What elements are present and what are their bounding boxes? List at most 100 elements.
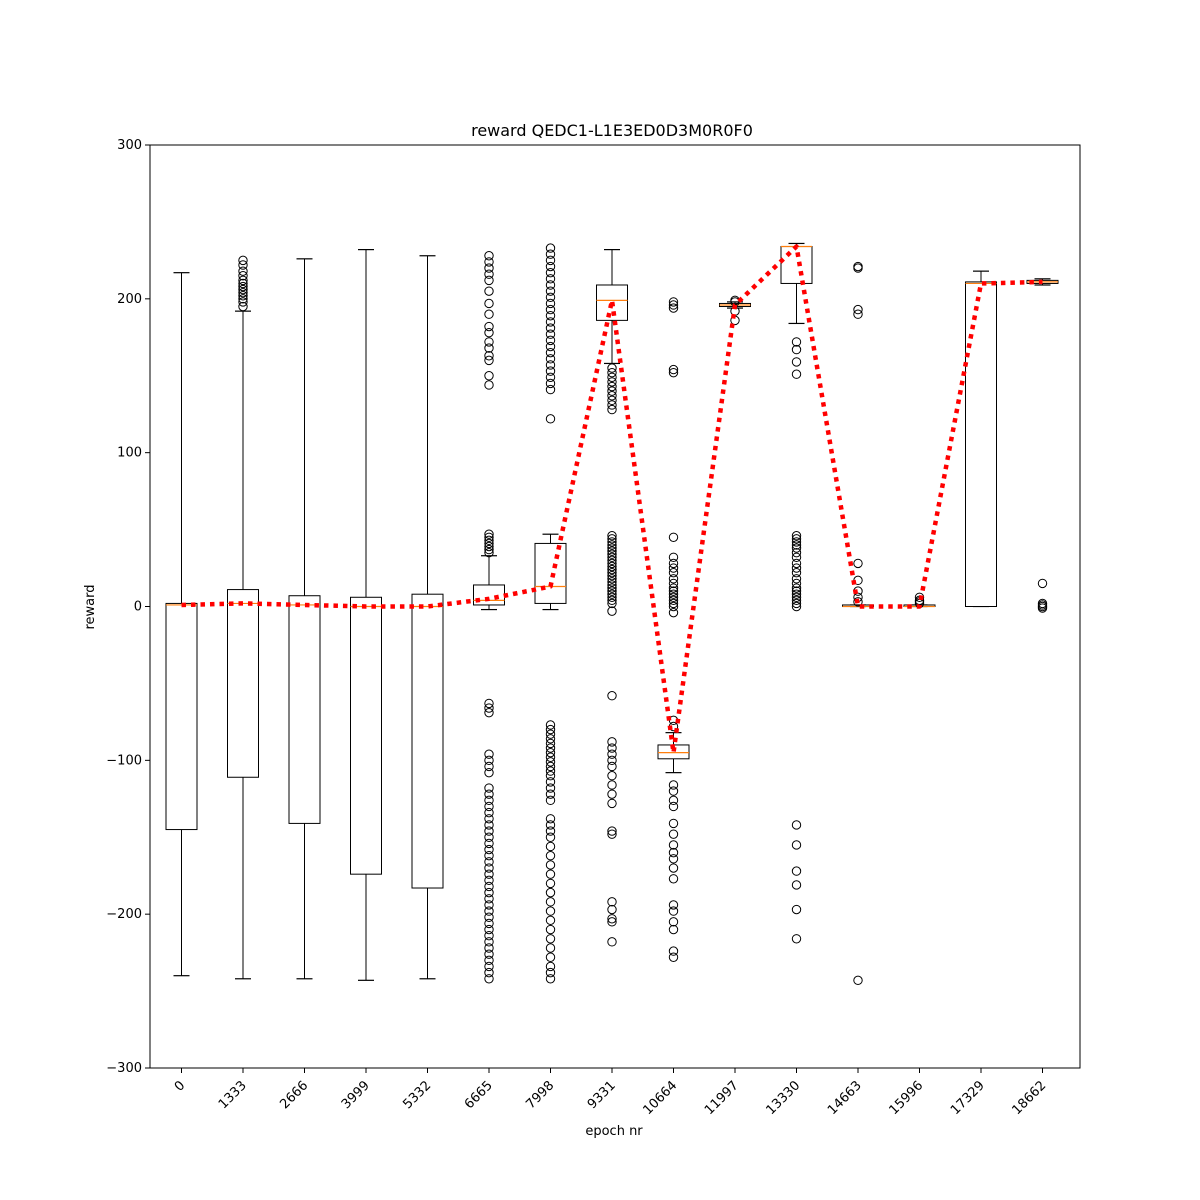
outlier-point xyxy=(238,266,248,276)
outlier-point xyxy=(668,847,679,858)
outlier-point xyxy=(484,863,494,873)
outlier-point xyxy=(484,814,494,824)
outlier-point xyxy=(484,801,494,812)
outlier-point xyxy=(545,826,556,836)
outlier-point xyxy=(607,537,617,547)
outlier-point xyxy=(484,343,494,353)
outlier-point xyxy=(545,304,556,315)
x-tick-label: 13330 xyxy=(763,1078,803,1118)
outlier-point xyxy=(545,360,556,370)
outlier-point xyxy=(607,897,617,907)
outlier-point xyxy=(545,851,556,861)
outlier-point xyxy=(484,924,494,935)
outlier-point xyxy=(484,967,494,978)
outlier-point xyxy=(545,354,556,364)
outlier-point xyxy=(607,583,617,593)
box-body xyxy=(350,596,382,875)
outlier-point xyxy=(545,934,556,944)
outlier-point xyxy=(668,607,679,618)
outlier-point xyxy=(607,543,617,553)
outlier-point xyxy=(545,414,556,424)
outlier-point xyxy=(607,534,617,544)
box-2666 xyxy=(288,258,321,980)
outlier-point xyxy=(484,538,494,549)
outlier-point xyxy=(484,974,494,984)
outlier-point xyxy=(668,567,679,578)
outlier-point xyxy=(791,543,802,553)
outlier-point xyxy=(607,552,617,562)
outlier-point xyxy=(607,546,617,556)
outlier-point xyxy=(791,840,802,850)
box-body xyxy=(965,281,997,607)
outlier-point xyxy=(238,255,248,266)
outlier-point xyxy=(238,294,248,304)
outlier-point xyxy=(1037,603,1048,613)
outlier-point xyxy=(484,309,494,319)
outlier-point xyxy=(668,303,679,313)
outlier-point xyxy=(607,914,617,924)
box-11997 xyxy=(719,295,751,326)
outlier-point xyxy=(607,749,617,759)
outlier-point xyxy=(545,335,556,346)
outlier-point xyxy=(545,317,556,327)
outlier-point xyxy=(484,869,494,879)
outlier-point xyxy=(607,580,617,590)
outlier-point xyxy=(607,577,617,587)
outlier-point xyxy=(545,777,556,787)
outlier-point xyxy=(791,547,802,558)
outlier-point xyxy=(545,267,556,278)
outlier-point xyxy=(545,924,556,935)
outlier-point xyxy=(545,734,556,744)
mean-line xyxy=(181,244,1043,755)
outlier-point xyxy=(484,535,494,546)
outlier-point xyxy=(484,906,494,916)
outlier-point xyxy=(791,586,802,596)
x-tick-label: 10664 xyxy=(640,1078,680,1118)
outlier-point xyxy=(607,743,617,753)
outlier-point xyxy=(545,298,556,309)
outlier-point xyxy=(791,574,802,584)
outlier-point xyxy=(668,946,679,956)
outlier-point xyxy=(545,366,556,376)
outlier-point xyxy=(484,820,494,830)
outlier-point xyxy=(545,738,556,749)
box-5332 xyxy=(411,255,444,980)
outlier-point xyxy=(484,275,494,286)
x-tick-label: 15996 xyxy=(886,1078,926,1118)
outlier-point xyxy=(668,900,679,910)
outlier-point xyxy=(668,906,679,916)
box-10664 xyxy=(657,297,690,962)
outlier-point xyxy=(484,749,494,759)
outlier-point xyxy=(607,531,617,541)
outlier-point xyxy=(545,720,556,730)
outlier-point xyxy=(791,537,802,547)
outlier-point xyxy=(607,589,617,599)
outlier-point xyxy=(545,887,556,898)
outlier-point xyxy=(484,789,494,799)
outlier-point xyxy=(545,255,556,266)
outlier-point xyxy=(791,601,802,612)
y-tick-label: 300 xyxy=(117,138,142,153)
box-body xyxy=(780,246,813,284)
outlier-point xyxy=(668,367,679,378)
outlier-point xyxy=(484,826,494,836)
outlier-point xyxy=(1037,578,1048,589)
outlier-point xyxy=(791,934,802,944)
outlier-point xyxy=(545,724,556,735)
outlier-point xyxy=(545,743,556,753)
outlier-point xyxy=(484,532,494,542)
outlier-point xyxy=(607,826,617,836)
outlier-point xyxy=(607,549,617,559)
outlier-point xyxy=(545,915,556,926)
outlier-point xyxy=(484,767,494,778)
outlier-point xyxy=(853,263,863,273)
outlier-point xyxy=(853,558,863,569)
outlier-point xyxy=(791,598,802,609)
outlier-point xyxy=(668,795,679,806)
outlier-point xyxy=(484,881,494,892)
plot-area xyxy=(165,242,1059,986)
outlier-point xyxy=(484,949,494,959)
outlier-point xyxy=(484,321,494,332)
box-body xyxy=(165,602,198,831)
outlier-point xyxy=(668,786,679,796)
